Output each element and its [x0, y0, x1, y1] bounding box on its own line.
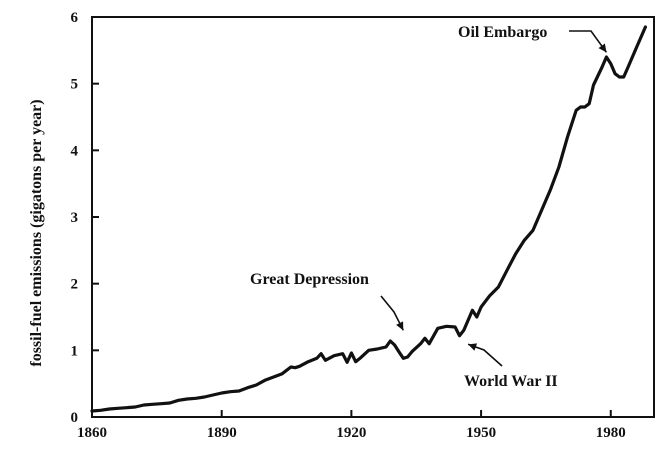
y-tick-label: 6	[71, 10, 79, 26]
plot-frame	[91, 16, 655, 418]
annotation-label: Oil Embargo	[458, 24, 547, 41]
x-tick-label: 1890	[207, 425, 237, 441]
annotation-arrow	[569, 30, 608, 53]
emissions-series-line	[90, 25, 648, 413]
plot-axes	[91, 16, 655, 418]
annotation-label: World War II	[464, 373, 558, 390]
annotations: Oil Embargo Great Depression World War II	[250, 24, 608, 390]
x-tick-label: 1950	[466, 425, 496, 441]
y-tick-label: 5	[71, 77, 79, 93]
series-group	[90, 25, 648, 413]
y-tick-label: 4	[71, 143, 79, 159]
annotation-label: Great Depression	[250, 271, 369, 288]
x-tick-label: 1920	[336, 425, 366, 441]
x-tick-label: 1980	[596, 425, 626, 441]
y-tick-label: 3	[71, 210, 79, 226]
y-axis-label: fossil-fuel emissions (gigatons per year…	[28, 99, 45, 366]
annotation-arrowhead	[396, 321, 404, 331]
y-tick-label: 2	[71, 277, 79, 293]
axis-ticks: 1860 1890 1920 1950 1980 0 1 2 3 4 5 6	[71, 10, 626, 441]
annotation-arrowhead	[598, 43, 607, 53]
y-tick-label: 1	[71, 343, 79, 359]
annotation-arrowhead	[468, 343, 478, 351]
x-tick-label: 1860	[77, 425, 107, 441]
y-tick-label: 0	[71, 410, 79, 426]
